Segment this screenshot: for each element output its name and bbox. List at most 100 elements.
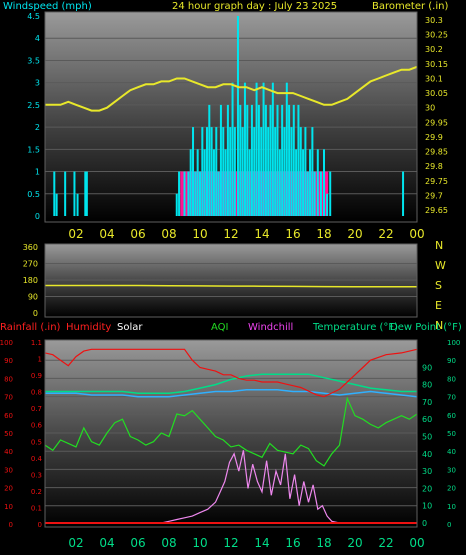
wind-bar <box>55 193 58 216</box>
temp-hum-x-tick-labels: 02 04 06 08 10 12 14 16 18 20 22 00 <box>68 536 424 550</box>
wind-dir-tick: 360 <box>23 243 38 252</box>
x-tick: 22 <box>378 227 393 241</box>
wind-bar <box>84 171 87 216</box>
temperature-tick: 10 <box>422 502 432 511</box>
rainfall-tick: 0.8 <box>31 389 42 397</box>
wind-bar <box>326 193 329 216</box>
wind-bar <box>231 82 234 217</box>
wind-bar <box>194 171 197 216</box>
legend-label: Dew Point (°F) <box>390 322 462 333</box>
wind-bar <box>243 82 246 217</box>
humidity-tick: 10 <box>4 503 13 511</box>
legend-label: Rainfall (.in) <box>0 322 61 333</box>
wind-bar <box>212 149 215 216</box>
wind-bar <box>85 171 88 216</box>
legend-label: AQI <box>211 322 229 333</box>
wind-bar <box>217 171 220 216</box>
x-tick: 12 <box>223 536 238 550</box>
rainfall-tick: 0.3 <box>31 471 42 479</box>
x-tick: 12 <box>223 227 238 241</box>
wind-bar <box>199 171 201 216</box>
x-tick: 00 <box>409 227 424 241</box>
windspeed-tick: 2.5 <box>27 101 40 110</box>
x-tick: 22 <box>378 536 393 550</box>
legend-label: Humidity <box>66 322 111 333</box>
barometer-tick: 29.7 <box>425 191 443 200</box>
wind-bar <box>311 127 314 216</box>
wind-bar <box>210 127 213 216</box>
solar-line <box>45 450 417 524</box>
barometer-tick: 30 <box>425 104 435 113</box>
barometer-tick: 29.9 <box>425 133 443 142</box>
wind-bar <box>285 82 288 217</box>
wind-dir-tick: 180 <box>23 276 38 285</box>
humidity-line <box>44 348 418 398</box>
wind-bar <box>283 127 286 216</box>
legend-label: Temperature (°F) <box>312 322 398 333</box>
wind-bar <box>304 127 307 216</box>
x-tick: 16 <box>285 227 300 241</box>
temp-hum-legend-header: Rainfall (.in) Humidity Solar AQI Windchill T… <box>0 322 462 333</box>
wind-bar <box>241 127 244 216</box>
rainfall-tick: 0.1 <box>31 504 42 512</box>
wind-bar <box>319 171 322 216</box>
outer-right-tick: 30 <box>447 466 456 474</box>
barometer-tick: 30.1 <box>425 74 443 83</box>
wind-dir-degree-labels: 360 270 180 90 0 <box>23 243 38 318</box>
outer-right-tick: 0 <box>447 521 451 529</box>
wind-bar <box>236 16 239 216</box>
x-tick: 16 <box>285 536 300 550</box>
humidity-tick: 0 <box>9 521 13 529</box>
windspeed-tick: 2 <box>35 123 40 132</box>
temperature-tick-labels: 90 80 70 60 50 40 30 20 10 0 <box>422 363 432 528</box>
wind-bar <box>239 104 242 216</box>
rainfall-tick: 0 <box>38 521 42 529</box>
outer-right-tick: 90 <box>447 357 456 365</box>
outer-right-tick: 40 <box>447 448 456 456</box>
wind-bar <box>281 104 284 216</box>
wind-bar <box>288 104 291 216</box>
wind-bar <box>196 149 199 216</box>
wind-baro-chart: 4.543.532.521.510.50 30.330.2530.230.153… <box>3 1 448 241</box>
wind-bar <box>329 171 332 216</box>
x-tick: 06 <box>130 536 145 550</box>
wind-bar <box>292 104 295 216</box>
wind-bar <box>201 127 204 216</box>
temperature-tick: 30 <box>422 467 432 476</box>
barometer-tick: 29.65 <box>425 206 448 215</box>
temperature-tick: 80 <box>422 381 432 390</box>
wind-bar <box>229 127 232 216</box>
wind-bar <box>183 171 186 216</box>
rainfall-tick: 0.6 <box>31 422 43 430</box>
rainfall-tick: 0.5 <box>31 438 42 446</box>
wind-bar <box>226 104 229 216</box>
humidity-tick: 20 <box>4 485 13 493</box>
wind-dir-tick: 0 <box>33 309 38 318</box>
rainfall-tick: 0.2 <box>31 488 42 496</box>
x-tick: 04 <box>99 536 114 550</box>
rainfall-tick: 0.7 <box>31 405 42 413</box>
wind-bar <box>297 104 300 216</box>
wind-bars <box>53 16 405 217</box>
barometer-tick: 30.15 <box>425 60 448 69</box>
wind-bar <box>309 149 312 216</box>
wind-bar <box>64 171 67 216</box>
humidity-tick: 70 <box>4 394 13 402</box>
wind-bar <box>262 82 265 217</box>
x-tick: 08 <box>161 536 176 550</box>
barometer-tick: 29.95 <box>425 118 448 127</box>
windspeed-tick-labels: 4.5 4 3.5 3 2.5 2 1.5 1 0.5 0 <box>27 12 40 221</box>
wind-direction-line <box>45 284 417 288</box>
wind-bar <box>264 104 267 216</box>
temperature-tick: 70 <box>422 398 432 407</box>
wind-bar <box>402 171 405 216</box>
wind-bar <box>224 149 227 216</box>
windspeed-tick: 0 <box>35 212 40 221</box>
barometer-tick: 29.85 <box>425 148 448 157</box>
outer-right-tick: 60 <box>447 412 456 420</box>
temperature-tick: 90 <box>422 363 432 372</box>
windspeed-tick: 1 <box>35 168 40 177</box>
